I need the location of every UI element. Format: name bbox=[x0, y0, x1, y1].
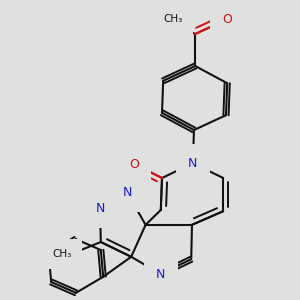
Text: CH₃: CH₃ bbox=[52, 249, 71, 259]
Text: O: O bbox=[222, 13, 232, 26]
Text: CH₃: CH₃ bbox=[163, 14, 182, 24]
Text: N: N bbox=[156, 268, 166, 281]
Text: O: O bbox=[129, 158, 139, 170]
Text: N: N bbox=[188, 157, 197, 170]
Text: N: N bbox=[122, 186, 132, 199]
Text: N: N bbox=[95, 202, 105, 215]
